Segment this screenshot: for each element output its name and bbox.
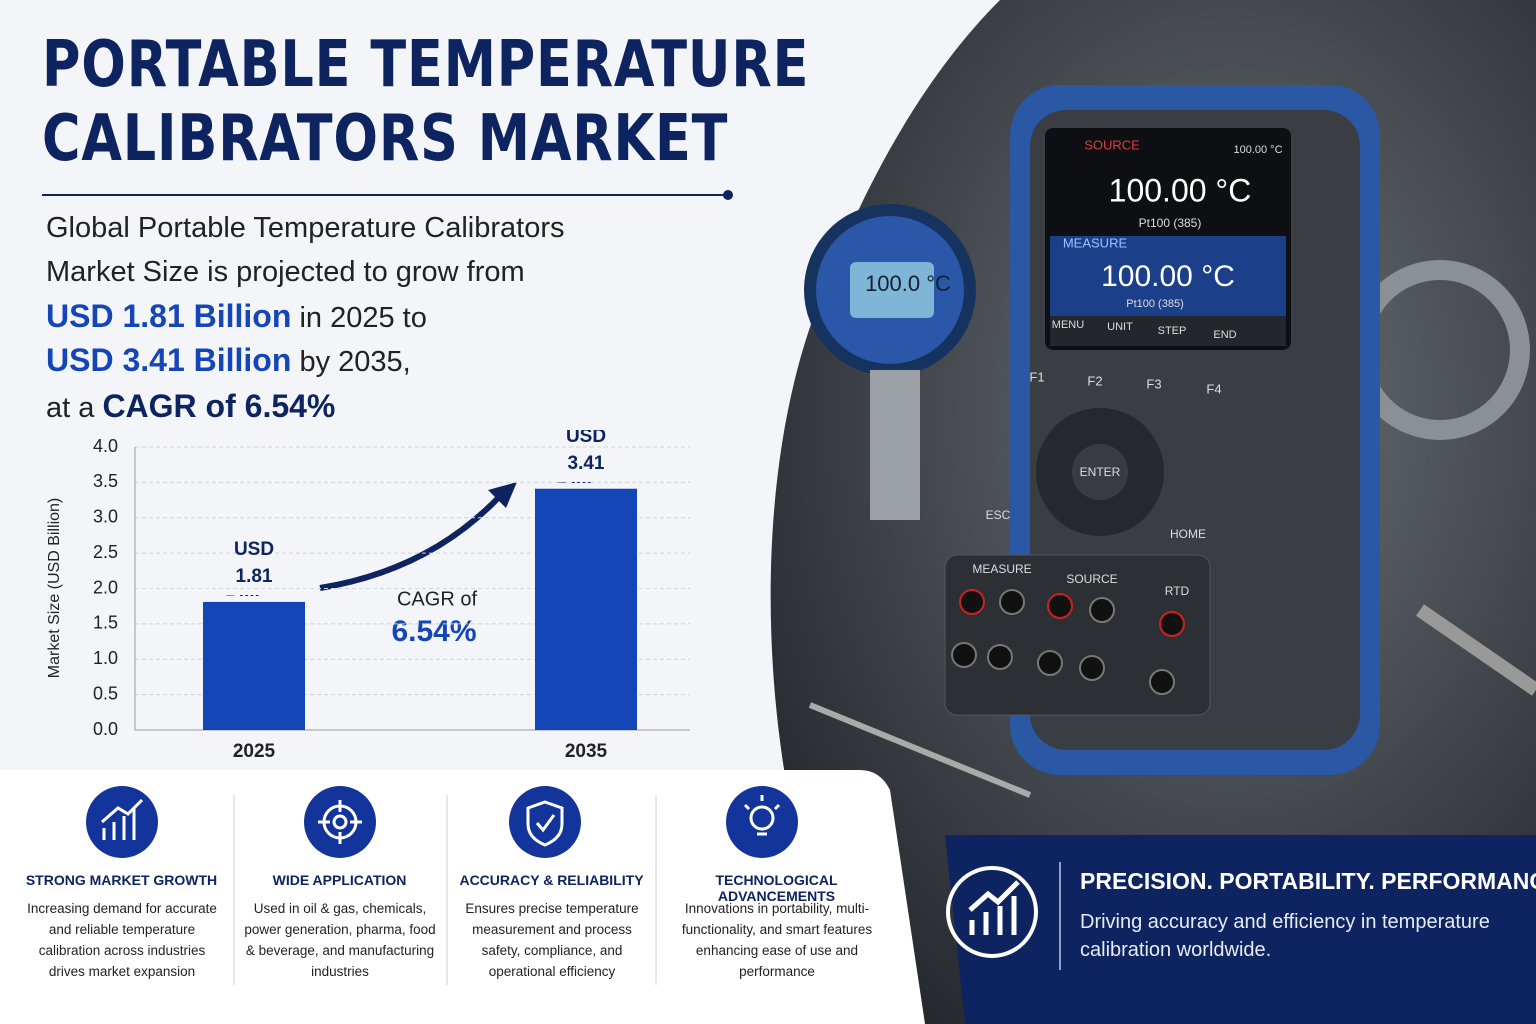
y-tick-label: 0.5 bbox=[93, 683, 118, 703]
intro-line: Global Portable Temperature Calibrators bbox=[46, 212, 565, 244]
f-key: F4 bbox=[1206, 381, 1221, 396]
screen-setpoint: 100.00 °C bbox=[1233, 144, 1282, 156]
feature-title: STRONG MARKET GROWTH bbox=[25, 872, 218, 888]
y-tick-label: 2.5 bbox=[93, 542, 118, 562]
y-tick-label: 1.5 bbox=[93, 613, 118, 633]
gauge-reading: 100.0 °C bbox=[865, 271, 951, 296]
y-tick-label: 3.5 bbox=[93, 471, 118, 491]
device-labels: SOURCE 100.00 °C 100.00 °C Pt100 (385) M… bbox=[865, 137, 1283, 598]
f-key: F1 bbox=[1029, 369, 1044, 384]
cagr-arrow bbox=[319, 493, 503, 591]
feature-description: Used in oil & gas, chemicals, power gene… bbox=[244, 901, 436, 979]
feature-title: WIDE APPLICATION bbox=[272, 872, 407, 888]
home-label: HOME bbox=[1170, 527, 1206, 541]
value-label-box: USD 1.81 Billion bbox=[225, 538, 283, 596]
intro-text: by 2035, bbox=[299, 346, 411, 378]
softkey: MENU bbox=[1052, 319, 1084, 331]
x-tick-label: 2025 bbox=[233, 741, 276, 762]
screen-sensor: Pt100 (385) bbox=[1139, 216, 1202, 230]
cagr-arrowhead bbox=[488, 482, 517, 508]
feature-dividers bbox=[233, 795, 657, 985]
banner-title: PRECISION. PORTABILITY. PERFORMANCE. bbox=[1080, 868, 1536, 894]
banner-text: Driving accuracy and efficiency in tempe… bbox=[1080, 911, 1490, 961]
bar bbox=[535, 488, 637, 730]
feature-panel bbox=[0, 770, 925, 1024]
gauge-display bbox=[850, 262, 934, 318]
feature-description: Ensures precise temperature measurement … bbox=[465, 901, 639, 979]
softkey: END bbox=[1213, 329, 1236, 341]
sensor bbox=[1416, 604, 1536, 696]
softkey: STEP bbox=[1158, 325, 1187, 337]
screen-measure bbox=[1050, 236, 1286, 316]
title: PORTABLE TEMPERATURE CALIBRATORS MARKET bbox=[42, 28, 809, 176]
intro-line: USD 1.81 Billion in 2025 to bbox=[46, 298, 427, 335]
banner-glyph bbox=[968, 880, 1020, 935]
banner-bg bbox=[945, 835, 1536, 1024]
intro-line: Market Size is projected to grow from bbox=[46, 256, 525, 288]
title-rule-dot bbox=[723, 190, 733, 200]
title-line: PORTABLE TEMPERATURE bbox=[42, 28, 810, 102]
screen-source: SOURCE bbox=[1084, 137, 1140, 152]
feature-title: ACCURACY & RELIABILITY bbox=[459, 872, 644, 888]
screen-measure-label: MEASURE bbox=[1063, 235, 1128, 250]
feature-description: Innovations in portability, multi-functi… bbox=[681, 901, 873, 979]
bar bbox=[203, 601, 305, 730]
f-key: F2 bbox=[1087, 373, 1102, 388]
intro-line: at a CAGR of 6.54% bbox=[46, 388, 335, 425]
cagr-label: CAGR of bbox=[397, 588, 477, 610]
probe bbox=[808, 702, 1032, 798]
port-label: RTD bbox=[1165, 584, 1190, 598]
highlight: USD 3.41 Billion bbox=[46, 342, 292, 378]
highlight: CAGR of 6.54% bbox=[102, 388, 336, 424]
port-label: SOURCE bbox=[1066, 572, 1117, 586]
feature-description: Increasing demand for accurate and relia… bbox=[27, 901, 217, 979]
feature-title: TECHNOLOGICAL ADVANCEMENTS bbox=[715, 872, 838, 904]
y-tick-label: 1.0 bbox=[93, 648, 118, 668]
screen-reading-2: 100.00 °C bbox=[1101, 260, 1235, 293]
intro-text: at a bbox=[46, 392, 95, 424]
value-label-box: USD 3.41 Billion bbox=[557, 430, 615, 483]
title-line: CALIBRATORS MARKET bbox=[42, 102, 729, 176]
screen-reading: 100.00 °C bbox=[1109, 172, 1252, 208]
intro-line: USD 3.41 Billion by 2035, bbox=[46, 342, 411, 379]
y-tick-label: 4.0 bbox=[93, 436, 118, 456]
f-key: F3 bbox=[1146, 376, 1161, 391]
y-tick-label: 0.0 bbox=[93, 719, 118, 739]
banner-icon bbox=[946, 866, 1038, 958]
feature-glyphs bbox=[101, 795, 781, 847]
x-tick-label: 2035 bbox=[565, 741, 608, 762]
highlight: USD 1.81 Billion bbox=[46, 298, 292, 334]
y-tick-label: 2.0 bbox=[93, 577, 118, 597]
intro-text: in 2025 to bbox=[299, 302, 427, 334]
port-label: MEASURE bbox=[972, 562, 1031, 576]
chart: Market Size (USD Billion) CAGR of 6.54% … bbox=[46, 430, 690, 762]
softkey-bar bbox=[1050, 316, 1286, 346]
gauge-stem bbox=[870, 370, 920, 520]
ports bbox=[951, 589, 1185, 695]
y-tick-label: 3.0 bbox=[93, 507, 118, 527]
cagr-value: 6.54% bbox=[391, 615, 476, 648]
y-axis-title: Market Size (USD Billion) bbox=[46, 498, 63, 678]
screen-sensor-2: Pt100 (385) bbox=[1126, 298, 1183, 310]
esc-label: ESC bbox=[986, 508, 1011, 522]
value-label: USD 1.81 Billion bbox=[225, 538, 283, 596]
enter-label: ENTER bbox=[1080, 465, 1121, 479]
enter-key bbox=[1072, 444, 1128, 500]
softkey: UNIT bbox=[1107, 321, 1133, 333]
value-label: USD 3.41 Billion bbox=[557, 430, 615, 483]
